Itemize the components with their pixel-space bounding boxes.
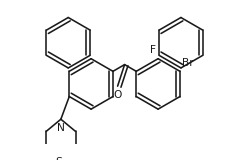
Text: N: N [57, 123, 65, 133]
Text: S: S [55, 157, 62, 160]
Text: O: O [114, 90, 122, 100]
Text: Br: Br [183, 58, 194, 68]
Text: F: F [149, 45, 156, 55]
